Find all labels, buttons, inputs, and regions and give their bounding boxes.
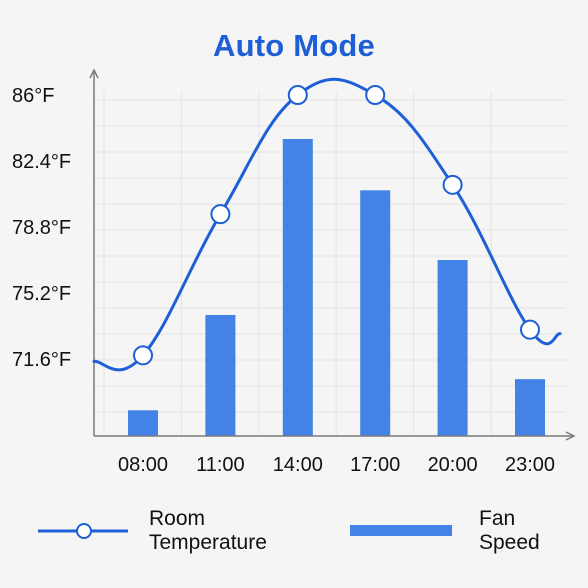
point-room-temperature-2300 [520,319,540,340]
y-tick-label: 86°F [12,85,54,107]
point-room-temperature-1700 [365,85,386,105]
y-tick-label: 71.6°F [12,349,71,371]
y-tick-label: 78.8°F [12,217,71,239]
x-tick-label: 17:00 [350,454,400,476]
legend-line-marker [76,523,92,539]
bar-fan-speed-0800 [128,410,158,436]
chart-title: Auto Mode [213,28,375,63]
tick-layer: 86°F 82.4°F 78.8°F 75.2°F 71.6°F 08:00 11:00 14… [12,85,555,476]
legend-label-fan-speed-line2: Speed [479,531,540,554]
bar-fan-speed-1700 [360,190,391,436]
axis-layer [89,68,576,441]
point-room-temperature-2000 [442,174,463,195]
legend-label-room-temperature-line1: Room [149,507,205,530]
bar-fan-speed-2300 [515,379,545,436]
legend-label-fan-speed-line1: Fan [479,507,515,530]
bar-fan-speed-2000 [437,260,468,436]
legend-label-room-temperature-line2: Temperature [149,531,267,554]
bar-fan-speed-1100 [205,315,236,436]
y-tick-label: 82.4°F [12,151,71,173]
x-axis-arrow [565,431,576,441]
x-tick-label: 08:00 [118,454,168,476]
x-tick-label: 20:00 [428,454,478,476]
legend-bar-swatch [350,525,452,536]
x-tick-label: 14:00 [273,454,323,476]
point-room-temperature-0800 [133,345,153,366]
y-tick-label: 75.2°F [12,283,71,305]
line-layer [92,77,562,372]
bar-fan-speed-1400 [282,139,313,436]
point-room-temperature-1100 [210,204,231,225]
y-axis-arrow [89,68,99,79]
line-room-temperature [92,77,562,372]
bar-layer [128,139,545,436]
point-room-temperature-1400 [287,85,308,105]
x-tick-label: 11:00 [196,454,245,476]
x-tick-label: 23:00 [505,454,555,476]
